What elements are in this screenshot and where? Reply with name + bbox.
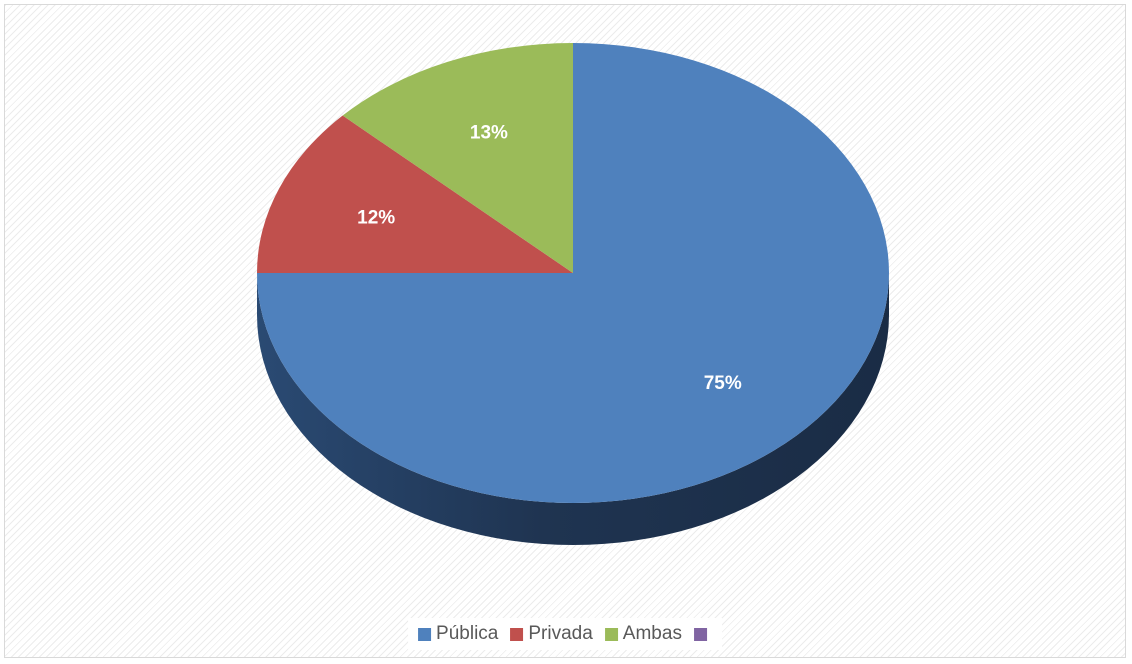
legend-label-publica: Pública xyxy=(436,623,499,644)
legend-label-ambas: Ambas xyxy=(622,623,682,644)
legend: Pública Privada Ambas xyxy=(408,618,722,650)
legend-label-privada: Privada xyxy=(528,623,593,644)
legend-item-privada: Privada xyxy=(510,623,593,645)
data-label-publica: 75% xyxy=(704,373,742,394)
pie-slice-privada xyxy=(257,115,573,273)
legend-swatch-ambas xyxy=(604,627,618,641)
legend-item-publica: Pública xyxy=(418,623,498,645)
data-label-privada: 12% xyxy=(357,207,395,228)
legend-item-unnamed xyxy=(693,627,712,641)
legend-swatch-unnamed xyxy=(693,627,707,641)
pie-top-layer xyxy=(257,43,889,503)
pie-slice-ambas xyxy=(342,43,573,273)
data-label-ambas: 13% xyxy=(470,123,508,144)
pie-side-layer xyxy=(257,273,889,545)
pie-chart: 75% 12% 13% xyxy=(257,43,889,545)
chart-area: 75% 12% 13% Pública Privada Ambas xyxy=(4,4,1126,658)
pie-label-layer: 75% 12% 13% xyxy=(357,123,742,394)
legend-swatch-privada xyxy=(510,627,524,641)
pie-side-publica xyxy=(257,273,889,545)
legend-item-ambas: Ambas xyxy=(604,623,682,645)
legend-swatch-publica xyxy=(418,627,432,641)
